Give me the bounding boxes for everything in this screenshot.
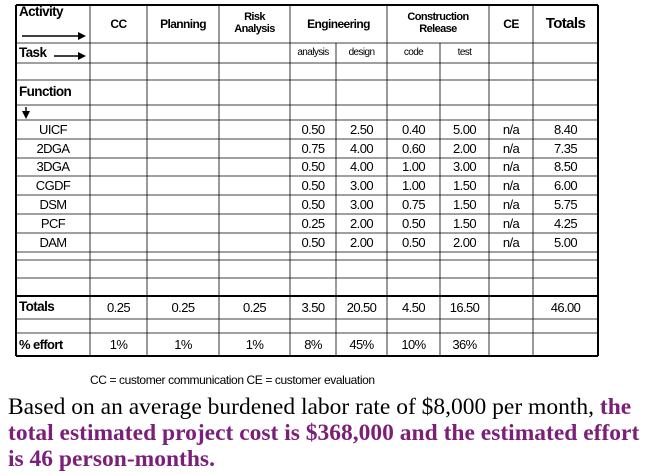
cell-design: 2.00: [350, 215, 374, 231]
activity-label: Activity: [19, 4, 64, 19]
cell-total: 5.00: [554, 234, 578, 250]
cell-test: 2.00: [453, 140, 477, 156]
effort-analysis: 8%: [304, 336, 322, 352]
col-header-ce: CE: [503, 16, 519, 31]
function-name: PCF: [40, 215, 66, 231]
cell-total: 8.40: [554, 121, 578, 137]
cell-total: 6.00: [554, 177, 578, 193]
col-header-engineering: Engineering: [307, 16, 370, 31]
cell-design: 4.00: [350, 140, 374, 156]
effort-label: % effort: [19, 336, 63, 352]
cell-analysis: 0.50: [301, 177, 326, 193]
cell-test: 1.50: [453, 177, 477, 193]
cell-analysis: 0.50: [301, 159, 326, 175]
summary-highlight: the total estimated project cost is $368…: [8, 394, 640, 472]
summary-text: Based on an average burdened labor rate …: [8, 394, 658, 472]
task-arrow-head: [78, 52, 86, 60]
function-name: CGDF: [35, 177, 71, 193]
cell-analysis: 0.25: [301, 215, 326, 231]
function-name: DAM: [39, 234, 67, 250]
col-header-totals: Totals: [545, 15, 586, 33]
cell-ce: n/a: [502, 159, 520, 175]
col-header-cc: CC: [110, 16, 127, 31]
effort-risk: 1%: [245, 336, 264, 352]
cell-code: 0.75: [402, 196, 426, 212]
task-analysis: analysis: [297, 46, 329, 58]
task-code: code: [403, 46, 424, 58]
cell-code: 1.00: [402, 177, 426, 193]
cell-total: 7.35: [554, 140, 578, 156]
cell-design: 2.00: [350, 234, 374, 250]
summary-plain: Based on an average burdened labor rate …: [8, 394, 600, 420]
function-name: UICF: [39, 121, 68, 137]
cell-analysis: 0.75: [301, 140, 326, 156]
effort-design: 45%: [349, 336, 374, 352]
effort-test: 36%: [452, 336, 477, 352]
function-label: Function: [19, 84, 72, 100]
cell-test: 1.50: [453, 215, 477, 231]
cell-test: 2.00: [453, 234, 477, 250]
cell-design: 3.00: [350, 177, 374, 193]
cell-code: 1.00: [402, 159, 426, 175]
function-name: DSM: [39, 196, 67, 212]
col-header-planning: Planning: [160, 16, 206, 31]
cell-ce: n/a: [502, 121, 520, 137]
cell-ce: n/a: [502, 234, 520, 250]
cell-total: 8.50: [554, 159, 578, 175]
cell-code: 0.50: [402, 215, 426, 231]
activity-arrow-head: [78, 32, 86, 40]
function-name: 3DGA: [36, 159, 70, 175]
total-planning: 0.25: [171, 299, 196, 315]
footnote: CC = customer communication CE = custome…: [90, 373, 375, 387]
total-analysis: 3.50: [301, 299, 326, 315]
effort-code: 10%: [401, 336, 426, 352]
cell-code: 0.40: [402, 121, 426, 137]
function-name: 2DGA: [36, 140, 70, 156]
total-design: 20.50: [346, 299, 377, 315]
cell-ce: n/a: [502, 140, 520, 156]
cell-ce: n/a: [502, 215, 520, 231]
col-header-construction-release: Construction Release: [407, 11, 469, 35]
cell-analysis: 0.50: [301, 121, 326, 137]
cell-ce: n/a: [502, 196, 520, 212]
cell-code: 0.60: [402, 140, 426, 156]
cell-total: 5.75: [554, 196, 578, 212]
total-risk: 0.25: [243, 299, 267, 315]
cell-analysis: 0.50: [301, 234, 326, 250]
function-arrow-head: [22, 111, 30, 119]
cell-total: 4.25: [554, 215, 578, 231]
cell-design: 3.00: [350, 196, 374, 212]
col-header-risk-analysis: Risk Analysis: [234, 11, 275, 35]
cell-ce: n/a: [502, 177, 520, 193]
cell-analysis: 0.50: [301, 196, 326, 212]
cell-test: 5.00: [453, 121, 477, 137]
total-test: 16.50: [449, 299, 480, 315]
task-design: design: [348, 46, 375, 58]
effort-planning: 1%: [174, 336, 192, 352]
cell-code: 0.50: [402, 234, 426, 250]
total-grand: 46.00: [550, 299, 581, 315]
cell-design: 2.50: [350, 121, 374, 137]
cell-test: 1.50: [453, 196, 477, 212]
cell-design: 4.00: [350, 159, 374, 175]
total-code: 4.50: [402, 299, 426, 315]
total-cc: 0.25: [107, 299, 131, 315]
totals-label: Totals: [19, 299, 55, 315]
task-test: test: [457, 46, 472, 58]
task-label: Task: [19, 44, 47, 60]
effort-cc: 1%: [109, 336, 128, 352]
cell-test: 3.00: [453, 159, 477, 175]
